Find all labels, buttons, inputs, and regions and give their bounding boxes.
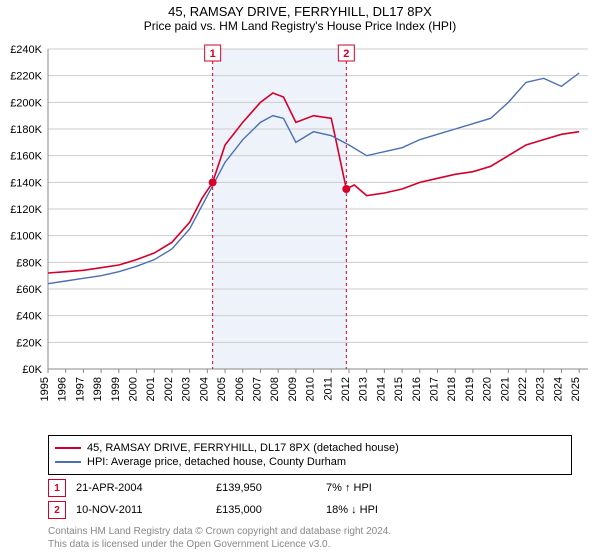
svg-text:2002: 2002 <box>163 377 175 401</box>
svg-text:£120K: £120K <box>10 204 42 216</box>
svg-text:£80K: £80K <box>16 257 42 269</box>
svg-text:£20K: £20K <box>16 337 42 349</box>
svg-text:£160K: £160K <box>10 151 42 163</box>
svg-text:£100K: £100K <box>10 231 42 243</box>
legend-swatch <box>55 461 81 463</box>
legend-label: 45, RAMSAY DRIVE, FERRYHILL, DL17 8PX (d… <box>87 442 399 454</box>
svg-text:2006: 2006 <box>234 377 246 401</box>
sale-date: 10-NOV-2011 <box>76 504 206 516</box>
svg-text:£180K: £180K <box>10 124 42 136</box>
svg-text:2025: 2025 <box>570 377 582 401</box>
svg-text:2015: 2015 <box>393 377 405 401</box>
svg-text:2008: 2008 <box>269 377 281 401</box>
svg-text:2022: 2022 <box>517 377 529 401</box>
svg-text:2020: 2020 <box>482 377 494 401</box>
chart-container: 45, RAMSAY DRIVE, FERRYHILL, DL17 8PX Pr… <box>0 0 600 551</box>
sale-delta: 18% ↓ HPI <box>326 504 378 516</box>
svg-text:£0K: £0K <box>22 364 42 376</box>
svg-text:2019: 2019 <box>464 377 476 401</box>
svg-text:1998: 1998 <box>92 377 104 401</box>
footer: Contains HM Land Registry data © Crown c… <box>48 525 572 551</box>
svg-text:£200K: £200K <box>10 97 42 109</box>
svg-text:2009: 2009 <box>287 377 299 401</box>
legend-item: 45, RAMSAY DRIVE, FERRYHILL, DL17 8PX (d… <box>55 442 565 454</box>
sale-date: 21-APR-2004 <box>76 482 206 494</box>
svg-text:2: 2 <box>343 48 349 60</box>
svg-text:£220K: £220K <box>10 71 42 83</box>
sale-badge: 2 <box>48 501 66 519</box>
svg-text:2007: 2007 <box>251 377 263 401</box>
svg-text:2024: 2024 <box>552 377 564 401</box>
sale-price: £139,950 <box>216 482 316 494</box>
svg-text:2023: 2023 <box>535 377 547 401</box>
svg-text:£60K: £60K <box>16 284 42 296</box>
svg-text:2021: 2021 <box>499 377 511 401</box>
sales-list: 1 21-APR-2004 £139,950 7% ↑ HPI 2 10-NOV-2011… <box>0 479 600 519</box>
chart-title: 45, RAMSAY DRIVE, FERRYHILL, DL17 8PX <box>0 0 600 19</box>
legend: 45, RAMSAY DRIVE, FERRYHILL, DL17 8PX (d… <box>48 435 572 475</box>
svg-text:2018: 2018 <box>446 377 458 401</box>
svg-text:2005: 2005 <box>216 377 228 401</box>
sale-price: £135,000 <box>216 504 316 516</box>
svg-text:2000: 2000 <box>128 377 140 401</box>
svg-text:2004: 2004 <box>198 377 210 401</box>
svg-text:1: 1 <box>210 48 216 60</box>
legend-item: HPI: Average price, detached house, Coun… <box>55 456 565 468</box>
svg-text:2010: 2010 <box>305 377 317 401</box>
svg-text:1997: 1997 <box>74 377 86 401</box>
svg-text:1996: 1996 <box>57 377 69 401</box>
chart-plot: £0K £20K £40K £60K £80K £100K £120K £140K £160K £… <box>0 39 600 429</box>
svg-text:2017: 2017 <box>429 377 441 401</box>
svg-text:2014: 2014 <box>375 377 387 401</box>
sale-badge: 1 <box>48 479 66 497</box>
svg-text:£240K: £240K <box>10 44 42 56</box>
svg-text:2003: 2003 <box>181 377 193 401</box>
footer-line-1: Contains HM Land Registry data © Crown c… <box>48 525 572 538</box>
svg-text:2013: 2013 <box>358 377 370 401</box>
svg-text:2011: 2011 <box>322 377 334 401</box>
chart-svg: £0K £20K £40K £60K £80K £100K £120K £140K £160K £… <box>0 39 600 429</box>
legend-label: HPI: Average price, detached house, Coun… <box>87 456 346 468</box>
svg-text:2001: 2001 <box>145 377 157 401</box>
sale-delta: 7% ↑ HPI <box>326 482 372 494</box>
sale-row: 2 10-NOV-2011 £135,000 18% ↓ HPI <box>48 501 600 519</box>
svg-text:1999: 1999 <box>110 377 122 401</box>
chart-subtitle: Price paid vs. HM Land Registry's House … <box>0 19 600 39</box>
legend-swatch <box>55 447 81 449</box>
svg-text:£140K: £140K <box>10 177 42 189</box>
svg-text:2012: 2012 <box>340 377 352 401</box>
svg-text:1995: 1995 <box>39 377 51 401</box>
svg-text:2016: 2016 <box>411 377 423 401</box>
svg-text:£40K: £40K <box>16 311 42 323</box>
footer-line-2: This data is licensed under the Open Gov… <box>48 538 572 551</box>
sale-row: 1 21-APR-2004 £139,950 7% ↑ HPI <box>48 479 600 497</box>
